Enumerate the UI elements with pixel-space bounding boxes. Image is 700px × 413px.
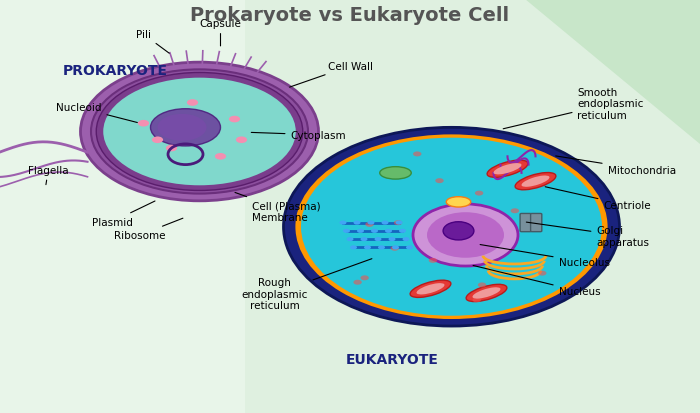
- Text: Cell (Plasma)
Membrane: Cell (Plasma) Membrane: [235, 193, 321, 222]
- Text: Rough
endoplasmic
reticulum: Rough endoplasmic reticulum: [241, 259, 372, 311]
- Circle shape: [187, 100, 198, 107]
- Text: Mitochondria: Mitochondria: [556, 157, 676, 175]
- Circle shape: [346, 237, 354, 242]
- Ellipse shape: [522, 176, 550, 188]
- Circle shape: [354, 280, 362, 285]
- Text: Capsule: Capsule: [199, 19, 241, 47]
- Circle shape: [391, 246, 399, 251]
- Polygon shape: [525, 0, 700, 145]
- Circle shape: [368, 221, 374, 225]
- Circle shape: [301, 138, 602, 316]
- Circle shape: [166, 145, 177, 152]
- Text: Nucleoid: Nucleoid: [56, 103, 137, 123]
- Text: EUKARYOTE: EUKARYOTE: [346, 352, 438, 366]
- Ellipse shape: [473, 287, 500, 299]
- Ellipse shape: [380, 167, 412, 180]
- Text: Smooth
endoplasmic
reticulum: Smooth endoplasmic reticulum: [503, 88, 644, 129]
- Ellipse shape: [447, 197, 470, 207]
- FancyBboxPatch shape: [531, 214, 542, 232]
- Circle shape: [138, 121, 149, 127]
- Circle shape: [394, 221, 402, 225]
- Polygon shape: [245, 0, 700, 413]
- Circle shape: [392, 246, 399, 250]
- Circle shape: [360, 275, 369, 280]
- Ellipse shape: [150, 109, 220, 147]
- Text: Centriole: Centriole: [545, 187, 651, 211]
- Text: Prokaryote vs Eukaryote Cell: Prokaryote vs Eukaryote Cell: [190, 6, 510, 25]
- Circle shape: [443, 222, 474, 240]
- Circle shape: [402, 237, 409, 242]
- Text: Pili: Pili: [136, 30, 169, 54]
- Circle shape: [364, 246, 371, 250]
- Circle shape: [428, 258, 437, 263]
- Text: Ribosome: Ribosome: [114, 218, 183, 240]
- Circle shape: [374, 237, 382, 242]
- Circle shape: [413, 204, 518, 266]
- Text: Cell Wall: Cell Wall: [290, 62, 372, 88]
- Text: Cytoplasm: Cytoplasm: [251, 131, 346, 140]
- Circle shape: [382, 221, 388, 225]
- Circle shape: [475, 191, 483, 196]
- Circle shape: [395, 221, 402, 225]
- Circle shape: [406, 246, 413, 250]
- Ellipse shape: [104, 78, 295, 186]
- Ellipse shape: [416, 283, 444, 295]
- Ellipse shape: [487, 161, 528, 178]
- FancyBboxPatch shape: [520, 214, 531, 232]
- Circle shape: [365, 222, 374, 227]
- Circle shape: [215, 154, 226, 160]
- Text: Nucleus: Nucleus: [473, 266, 600, 297]
- Ellipse shape: [410, 280, 451, 298]
- Circle shape: [399, 229, 406, 233]
- Circle shape: [538, 271, 547, 276]
- Text: Flagella: Flagella: [28, 165, 69, 185]
- Circle shape: [236, 137, 247, 144]
- Circle shape: [478, 283, 486, 288]
- Ellipse shape: [96, 73, 302, 191]
- Circle shape: [229, 116, 240, 123]
- Circle shape: [473, 298, 481, 303]
- Circle shape: [389, 237, 396, 242]
- Text: Nucleolus: Nucleolus: [480, 245, 610, 267]
- Ellipse shape: [494, 164, 522, 175]
- Circle shape: [371, 229, 378, 233]
- Circle shape: [413, 152, 421, 157]
- Circle shape: [284, 128, 620, 326]
- Circle shape: [427, 213, 504, 258]
- Text: Golgi
apparatus: Golgi apparatus: [526, 223, 650, 247]
- Circle shape: [510, 209, 519, 214]
- Circle shape: [340, 221, 346, 225]
- Circle shape: [343, 229, 350, 233]
- Circle shape: [152, 137, 163, 144]
- Circle shape: [360, 237, 368, 242]
- Ellipse shape: [80, 63, 318, 201]
- Text: Plasmid: Plasmid: [92, 202, 155, 227]
- Text: PROKARYOTE: PROKARYOTE: [63, 63, 168, 77]
- Circle shape: [354, 221, 360, 225]
- Ellipse shape: [158, 114, 206, 141]
- Circle shape: [357, 229, 364, 233]
- Ellipse shape: [91, 70, 308, 194]
- Circle shape: [385, 229, 392, 233]
- Circle shape: [295, 135, 608, 319]
- Circle shape: [350, 246, 357, 250]
- Circle shape: [378, 246, 385, 250]
- Circle shape: [435, 179, 444, 184]
- Ellipse shape: [515, 173, 556, 190]
- Ellipse shape: [466, 285, 507, 302]
